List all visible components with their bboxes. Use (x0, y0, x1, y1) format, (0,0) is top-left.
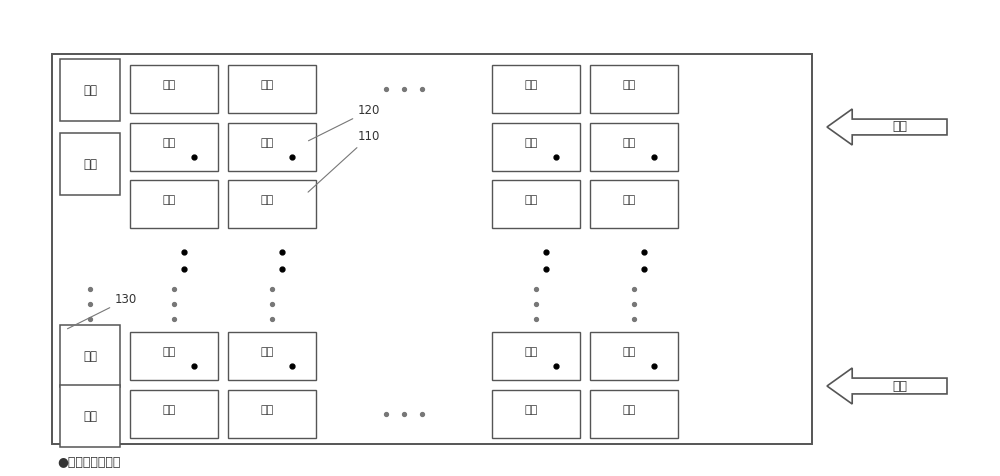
Text: 进风: 进风 (892, 379, 907, 393)
Text: 硬盘: 硬盘 (260, 80, 274, 90)
Bar (492, 180, 580, 228)
Text: 风扇: 风扇 (83, 158, 97, 170)
Bar (52, 54, 812, 444)
Text: 硬盘: 硬盘 (524, 347, 538, 357)
Bar (228, 65, 316, 113)
Bar (590, 332, 678, 380)
Bar (590, 123, 678, 171)
Bar (590, 180, 678, 228)
Text: 硬盘: 硬盘 (162, 195, 176, 205)
Text: 硬盘: 硬盘 (260, 347, 274, 357)
Polygon shape (827, 368, 947, 404)
Text: 130: 130 (67, 293, 137, 329)
Text: 硬盘: 硬盘 (622, 80, 636, 90)
Text: 硬盘: 硬盘 (260, 405, 274, 415)
Bar (492, 390, 580, 438)
Text: 硬盘: 硬盘 (622, 195, 636, 205)
Text: 硬盘: 硬盘 (162, 80, 176, 90)
Text: 风扇: 风扇 (83, 409, 97, 423)
Polygon shape (827, 109, 947, 145)
Text: 硬盘: 硬盘 (622, 405, 636, 415)
Text: 进风: 进风 (892, 120, 907, 133)
Bar (130, 123, 218, 171)
Text: 风扇: 风扇 (83, 349, 97, 363)
Bar (228, 390, 316, 438)
Text: ●表示温度传感器: ●表示温度传感器 (57, 456, 120, 468)
Text: 硬盘: 硬盘 (260, 195, 274, 205)
Bar (130, 65, 218, 113)
Bar (60, 133, 120, 195)
Text: 硬盘: 硬盘 (622, 347, 636, 357)
Text: 110: 110 (308, 130, 380, 192)
Text: 硬盘: 硬盘 (524, 138, 538, 148)
Text: 硬盘: 硬盘 (162, 405, 176, 415)
Text: 硬盘: 硬盘 (524, 405, 538, 415)
Bar (130, 332, 218, 380)
Bar (492, 332, 580, 380)
Bar (590, 390, 678, 438)
Text: 120: 120 (308, 104, 380, 141)
Bar (130, 390, 218, 438)
Bar (130, 180, 218, 228)
Bar (228, 180, 316, 228)
Text: 硬盘: 硬盘 (524, 80, 538, 90)
Bar (60, 325, 120, 387)
Bar (228, 123, 316, 171)
Text: 风扇: 风扇 (83, 83, 97, 97)
Text: 硬盘: 硬盘 (622, 138, 636, 148)
Text: 硬盘: 硬盘 (260, 138, 274, 148)
Text: 硬盘: 硬盘 (162, 138, 176, 148)
Bar (492, 123, 580, 171)
Text: 硬盘: 硬盘 (524, 195, 538, 205)
Bar (60, 59, 120, 121)
Bar (590, 65, 678, 113)
Bar (60, 385, 120, 447)
Bar (492, 65, 580, 113)
Bar (228, 332, 316, 380)
Text: 硬盘: 硬盘 (162, 347, 176, 357)
